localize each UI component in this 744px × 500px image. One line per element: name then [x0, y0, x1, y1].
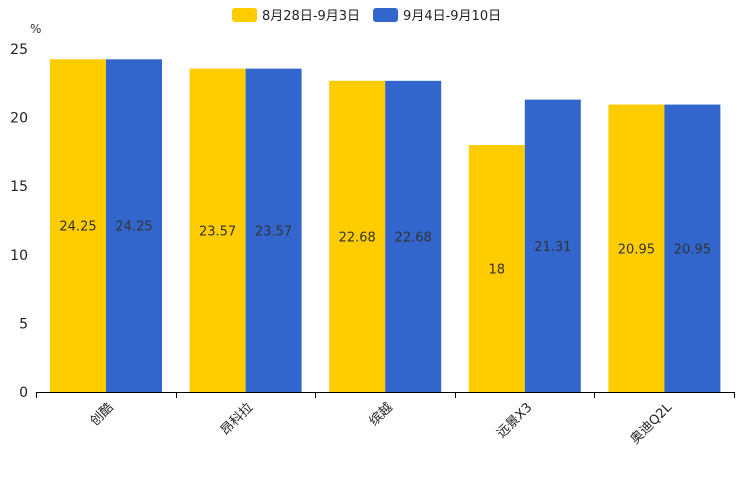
y-tick-label: 0	[19, 385, 28, 401]
legend-swatch	[232, 8, 257, 22]
data-label: 22.68	[339, 230, 376, 245]
data-label: 23.57	[255, 224, 292, 239]
bar	[468, 145, 525, 392]
bar	[608, 104, 665, 392]
data-label: 20.95	[618, 242, 655, 257]
data-label: 22.68	[395, 230, 432, 245]
data-label: 23.57	[199, 224, 236, 239]
y-tick-label: 10	[10, 248, 28, 264]
x-tick-label: 创酷	[88, 400, 117, 429]
x-tick-label: 昂科拉	[218, 400, 256, 438]
y-tick-label: 5	[19, 316, 28, 332]
data-label: 18	[489, 263, 506, 278]
x-tick-label: 远景X3	[494, 400, 535, 441]
data-label: 20.95	[674, 242, 711, 257]
y-tick-label: 15	[10, 179, 28, 195]
data-label: 24.25	[115, 220, 152, 235]
bar	[385, 80, 442, 393]
bar	[245, 68, 302, 392]
bar	[106, 59, 162, 392]
legend-swatch	[373, 8, 399, 22]
y-tick-label: 25	[10, 42, 28, 58]
data-label: 24.25	[59, 220, 96, 235]
legend-label: 8月28日-9月3日	[262, 9, 360, 24]
bar	[664, 104, 721, 392]
y-tick-label: 20	[10, 111, 28, 127]
bar	[329, 80, 386, 393]
x-tick-label: 奥迪Q2L	[628, 400, 676, 448]
bar	[50, 59, 106, 392]
y-axis-label: %	[30, 22, 41, 36]
bar	[189, 68, 246, 392]
data-label: 21.31	[534, 240, 571, 255]
x-tick-label: 缤越	[366, 400, 396, 430]
bar	[524, 99, 581, 392]
legend-label: 9月4日-9月10日	[403, 9, 501, 24]
